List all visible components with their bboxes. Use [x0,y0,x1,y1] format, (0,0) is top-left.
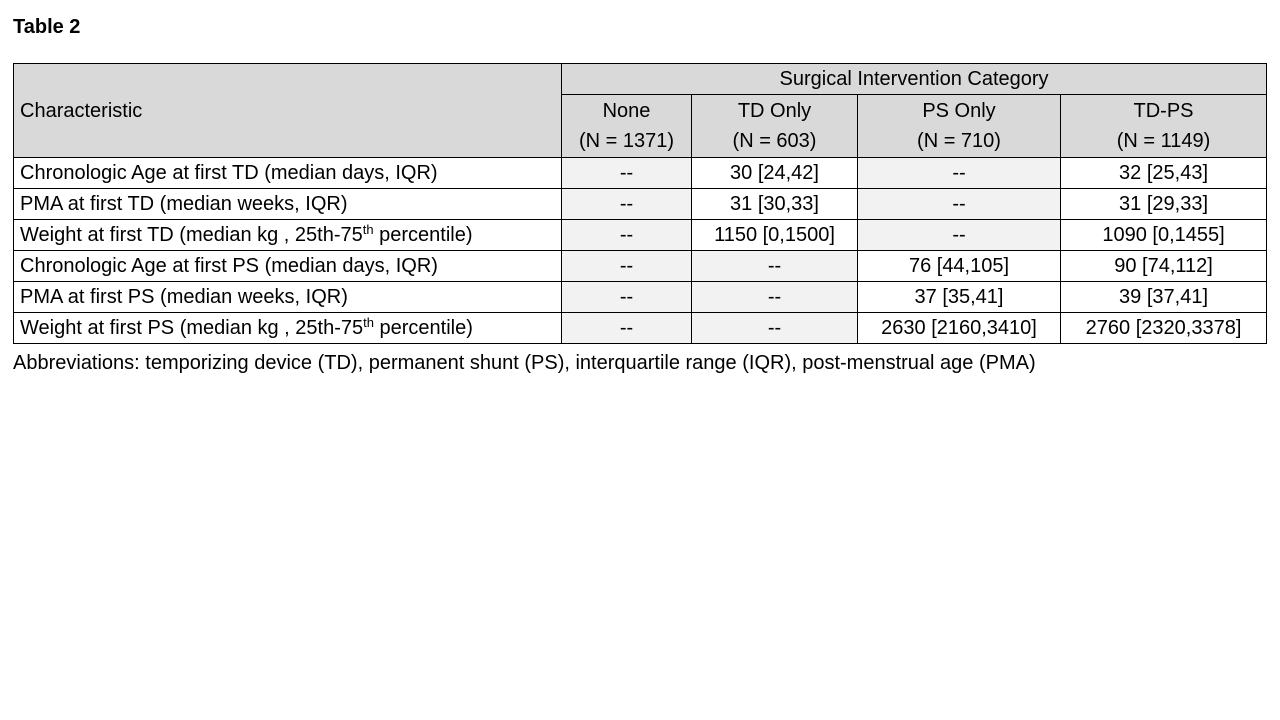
column-header-name: TD Only [737,100,812,122]
header-group-label: Surgical Intervention Category [560,63,1268,95]
column-header-n: (N = 710) [917,130,1001,152]
table-cell: -- [561,219,692,251]
row-label: Weight at first TD (median kg , 25th-75t… [13,219,562,251]
column-header-name: None [602,100,651,122]
table-cell: -- [857,157,1061,189]
table-cell: 31 [30,33] [691,188,858,220]
row-label-text: percentile) [373,317,473,339]
column-header-none: None (N = 1371) [561,94,692,158]
header-characteristic: Characteristic [13,63,562,158]
table-row: PMA at first PS (median weeks, IQR) -- -… [13,281,1268,313]
table-row: Weight at first PS (median kg , 25th-75t… [13,312,1268,344]
table-cell: -- [857,188,1061,220]
row-label: PMA at first PS (median weeks, IQR) [13,281,562,313]
column-header-name: PS Only [922,100,996,122]
row-label-superscript: th [363,315,374,330]
table-row: PMA at first TD (median weeks, IQR) -- 3… [13,188,1268,220]
column-header-name: TD-PS [1133,100,1194,122]
table-footnote: Abbreviations: temporizing device (TD), … [13,352,1036,374]
column-header-td-only: TD Only (N = 603) [691,94,858,158]
table-cell: 37 [35,41] [857,281,1061,313]
column-header-ps-only: PS Only (N = 710) [857,94,1061,158]
row-label-superscript: th [362,222,374,237]
table-cell: 32 [25,43] [1059,157,1268,189]
data-table: Characteristic Surgical Intervention Cat… [13,63,1268,344]
table-cell: -- [561,312,692,344]
table-cell: -- [691,312,858,344]
row-label: Chronologic Age at first TD (median days… [13,157,562,189]
table-cell: 2760 [2320,3378] [1059,312,1268,344]
table-cell: 90 [74,112] [1059,250,1268,282]
column-header-n: (N = 1149) [1116,130,1211,152]
table-cell: 76 [44,105] [857,250,1061,282]
table-row: Weight at first TD (median kg , 25th-75t… [13,219,1268,251]
column-header-n: (N = 603) [732,130,817,152]
table-cell: 2630 [2160,3410] [857,312,1061,344]
table-row: Chronologic Age at first PS (median days… [13,250,1268,282]
table-cell: 1150 [0,1500] [691,219,858,251]
table-cell: -- [561,281,692,313]
header-row-group: Characteristic Surgical Intervention Cat… [13,63,1268,158]
table-cell: -- [561,250,692,282]
column-header-n: (N = 1371) [578,130,675,152]
table-cell: 31 [29,33] [1059,188,1268,220]
row-label-text: Weight at first TD (median kg , 25th-75 [20,224,363,246]
table-cell: -- [561,188,692,220]
row-label-text: Weight at first PS (median kg , 25th-75 [20,317,364,339]
row-label-text: percentile) [373,224,473,246]
table-cell: 1090 [0,1455] [1059,219,1268,251]
table-cell: -- [857,219,1061,251]
row-label: Chronologic Age at first PS (median days… [13,250,562,282]
table-title: Table 2 [13,16,81,38]
table-cell: -- [561,157,692,189]
table-cell: 30 [24,42] [691,157,858,189]
column-header-td-ps: TD-PS (N = 1149) [1059,94,1268,158]
row-label: Weight at first PS (median kg , 25th-75t… [13,312,562,344]
table-row: Chronologic Age at first TD (median days… [13,157,1268,189]
row-label: PMA at first TD (median weeks, IQR) [13,188,562,220]
table-cell: -- [691,281,858,313]
table-cell: 39 [37,41] [1059,281,1268,313]
header-row-columns: None (N = 1371) TD Only (N = 603) PS Onl… [14,94,1268,158]
table-cell: -- [691,250,858,282]
